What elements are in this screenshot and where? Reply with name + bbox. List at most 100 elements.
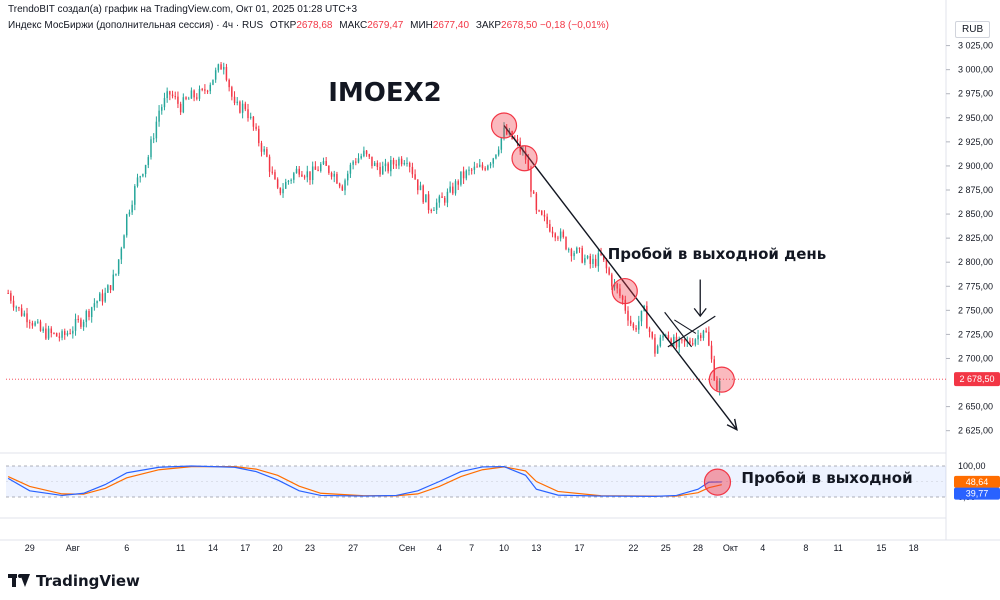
candle-body [204,89,206,91]
candle-body [66,333,69,335]
candle-body [228,79,230,88]
candle-body [303,176,306,178]
candle-body [570,249,573,257]
candle-body [198,88,201,99]
candle-body [629,320,632,324]
candle-body [683,339,686,342]
candle-body [443,197,446,203]
candle-body [408,162,411,167]
candle-body [346,173,349,181]
candle-body [144,164,147,174]
time-tick-label: 14 [208,543,218,553]
candle-body [311,166,314,181]
candle-body [678,339,680,348]
candle-body [131,204,133,213]
candle-body [527,159,530,170]
time-tick-label: 4 [760,543,765,553]
price-tick-label: 2 975,00 [958,89,993,99]
time-tick-label: 18 [909,543,919,553]
tradingview-logo[interactable]: TradingView [8,572,140,590]
candle-body [298,168,300,175]
candle-body [201,88,203,90]
candle-body [96,301,98,304]
candle-body [282,188,284,194]
price-tick-label: 2 825,00 [958,233,993,243]
candle-body [481,164,484,169]
close-label: ЗАКР [475,20,502,31]
candle-body [77,318,79,320]
candle-body [139,176,141,178]
candle-body [190,90,193,99]
candle-body [31,323,34,326]
candle-body [147,157,150,165]
candle-body [169,91,171,95]
candle-body [244,103,247,110]
candle-body [635,327,637,330]
candle-body [290,179,292,181]
candle-body [460,171,462,185]
time-tick-label: 7 [469,543,474,553]
time-tick-label: Авг [66,543,81,553]
candle-body [497,149,500,155]
candle-body [258,128,260,144]
candle-body [597,253,600,267]
time-tick-label: 29 [25,543,35,553]
candle-body [398,158,400,166]
candle-body [309,171,311,181]
candle-body [355,161,357,163]
candle-body [104,292,106,302]
candle-body [34,322,36,326]
candle-body [276,179,279,188]
low-value: 2677,40 [432,20,470,31]
candle-body [109,285,112,290]
candle-body [559,231,562,239]
candle-body [608,268,610,275]
candle-body [594,258,597,267]
time-tick-label: 23 [305,543,315,553]
candle-body [656,346,659,354]
candle-body [317,169,319,171]
candle-body [554,233,556,238]
price-chart[interactable]: 3 025,00 3 000,00 2 975,00 2 950,00 2 925,00… [0,0,1000,560]
candle-body [209,84,212,92]
candle-body [182,97,185,113]
candle-body [90,307,93,317]
price-tick-label: 2 625,00 [958,426,993,436]
price-tick-label: 2 950,00 [958,113,993,123]
high-value: 2679,47 [367,20,404,31]
candle-body [88,310,90,317]
candle-body [171,94,174,97]
price-tick-label: 2 850,00 [958,209,993,219]
last-price-badge [954,372,1000,387]
candle-body [82,321,85,327]
candle-body [193,90,195,98]
candle-body [328,165,330,173]
candle-body [123,235,125,249]
candle-body [120,248,123,260]
candle-body [93,303,96,308]
candle-body [567,249,570,251]
candle-body [23,313,26,316]
candle-body [53,333,55,335]
candle-body [667,335,670,339]
tradingview-logo-text: TradingView [36,572,140,590]
candle-body [85,310,88,322]
last-price-label: 2 678,50 [959,374,994,384]
time-tick-label: 17 [240,543,250,553]
candle-body [425,194,427,203]
candle-body [220,64,222,70]
price-tick-label: 2 775,00 [958,281,993,291]
candle-body [446,191,449,203]
currency-badge[interactable]: RUB [955,21,991,38]
candle-body [174,96,176,98]
candle-body [546,216,548,225]
candle-body [320,164,322,171]
time-tick-label: Окт [723,543,738,553]
chart-title: IMOEX2 [328,78,442,108]
time-tick-label: 11 [834,543,843,553]
highlight-circle [511,145,538,172]
candle-body [45,328,47,339]
price-tick-label: 2 725,00 [958,329,993,339]
time-tick-label: 13 [531,543,541,553]
